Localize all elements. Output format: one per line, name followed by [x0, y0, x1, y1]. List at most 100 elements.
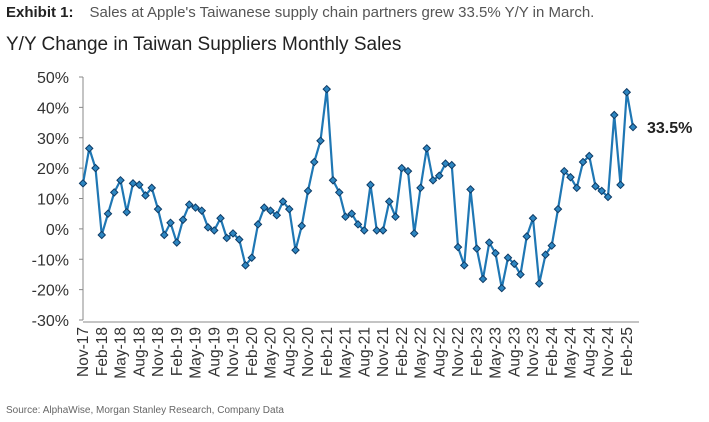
data-point — [141, 191, 150, 200]
data-point — [584, 151, 594, 161]
series-line — [81, 88, 635, 290]
data-point — [153, 204, 163, 214]
data-point — [541, 250, 550, 260]
x-tick-label: Feb-23 — [469, 327, 486, 376]
data-point — [122, 207, 132, 217]
data-point — [128, 179, 138, 188]
data-point — [603, 192, 613, 202]
x-tick-label: May-20 — [263, 327, 280, 379]
data-point — [453, 242, 463, 252]
data-point — [178, 215, 188, 225]
data-point — [466, 185, 475, 194]
data-point — [297, 221, 307, 231]
x-tick-label: Aug-19 — [206, 327, 223, 377]
x-tick-label: May-21 — [338, 327, 355, 379]
data-point — [534, 279, 544, 288]
data-point — [309, 157, 319, 167]
data-point — [216, 213, 225, 223]
exhibit-header: Exhibit 1: Sales at Apple's Taiwanese sup… — [6, 4, 594, 21]
x-tick-label: Nov-21 — [375, 327, 392, 377]
data-point — [91, 163, 100, 173]
data-point — [334, 188, 344, 197]
x-tick-label: Nov-19 — [225, 327, 242, 377]
x-tick-label: May-22 — [413, 327, 430, 379]
exhibit-description: Sales at Apple's Taiwanese supply chain … — [89, 4, 595, 21]
data-point — [259, 203, 269, 212]
source-note: Source: AlphaWise, Morgan Stanley Resear… — [6, 405, 284, 416]
data-point — [97, 230, 107, 240]
data-point — [509, 259, 519, 269]
data-point — [559, 166, 569, 176]
data-point — [397, 163, 407, 173]
data-point — [172, 238, 182, 247]
y-tick-label: 30% — [37, 131, 69, 148]
y-tick-label: -10% — [32, 252, 69, 269]
x-tick-label: May-24 — [563, 327, 580, 379]
x-axis: Nov-17 Feb-18 May-18 Aug-18 Nov-18 Feb-19 May-… — [75, 321, 639, 379]
data-point — [478, 274, 488, 284]
y-tick-label: 20% — [37, 161, 69, 178]
data-point — [572, 183, 582, 193]
data-point — [203, 223, 213, 232]
x-tick-label: Feb-18 — [94, 327, 111, 376]
data-point — [553, 204, 563, 214]
data-point — [391, 212, 400, 222]
data-point — [528, 213, 538, 223]
x-tick-label: Feb-19 — [169, 327, 186, 376]
end-value-label: 33.5% — [647, 120, 692, 137]
data-point — [228, 229, 238, 238]
data-point — [622, 87, 632, 97]
data-point — [109, 188, 119, 197]
data-point — [609, 110, 619, 120]
x-tick-label: Aug-23 — [506, 327, 523, 377]
data-point — [491, 248, 500, 258]
x-tick-label: Nov-17 — [75, 327, 92, 377]
data-point — [403, 166, 413, 176]
data-point — [616, 180, 625, 190]
data-point — [316, 136, 325, 146]
data-point — [409, 229, 419, 238]
data-point — [116, 175, 125, 185]
data-point — [484, 238, 494, 247]
x-tick-label: Aug-22 — [431, 327, 448, 377]
x-tick-label: Nov-23 — [525, 327, 542, 377]
data-point — [272, 210, 282, 220]
data-point — [428, 175, 438, 185]
data-point — [366, 180, 375, 190]
chart-title: Y/Y Change in Taiwan Suppliers Monthly S… — [6, 34, 402, 55]
data-point — [597, 186, 607, 196]
data-point — [459, 261, 469, 270]
x-tick-label: Feb-22 — [394, 327, 411, 376]
x-tick-label: Feb-24 — [544, 327, 561, 376]
data-point — [416, 183, 425, 193]
data-point — [434, 171, 444, 181]
data-point — [522, 232, 532, 241]
data-point — [578, 157, 588, 167]
y-axis: 50% 40% 30% 20% 10% 0% -10% -20% -30% — [32, 70, 84, 330]
data-point — [197, 206, 207, 215]
data-point — [241, 261, 250, 270]
x-tick-label: Aug-21 — [356, 327, 373, 377]
x-tick-label: Nov-18 — [150, 327, 167, 377]
data-point — [209, 226, 219, 235]
x-tick-label: Aug-18 — [131, 327, 148, 377]
data-point — [322, 84, 332, 94]
data-point — [147, 183, 157, 193]
x-tick-label: Nov-20 — [300, 327, 317, 377]
data-point — [278, 197, 288, 206]
data-point — [247, 253, 257, 263]
data-point — [384, 197, 394, 206]
x-tick-label: Aug-20 — [281, 327, 298, 377]
data-point — [472, 244, 482, 253]
y-tick-label: 50% — [37, 70, 69, 87]
data-point — [103, 209, 113, 218]
data-point — [134, 180, 144, 190]
data-point — [291, 245, 300, 255]
data-point — [347, 209, 357, 218]
x-tick-label: Nov-24 — [600, 327, 617, 377]
data-point — [191, 203, 200, 212]
exhibit-label: Exhibit 1: — [6, 4, 74, 21]
x-tick-label: Aug-24 — [581, 327, 598, 377]
data-point — [422, 144, 432, 153]
x-tick-label: Feb-20 — [244, 327, 261, 376]
